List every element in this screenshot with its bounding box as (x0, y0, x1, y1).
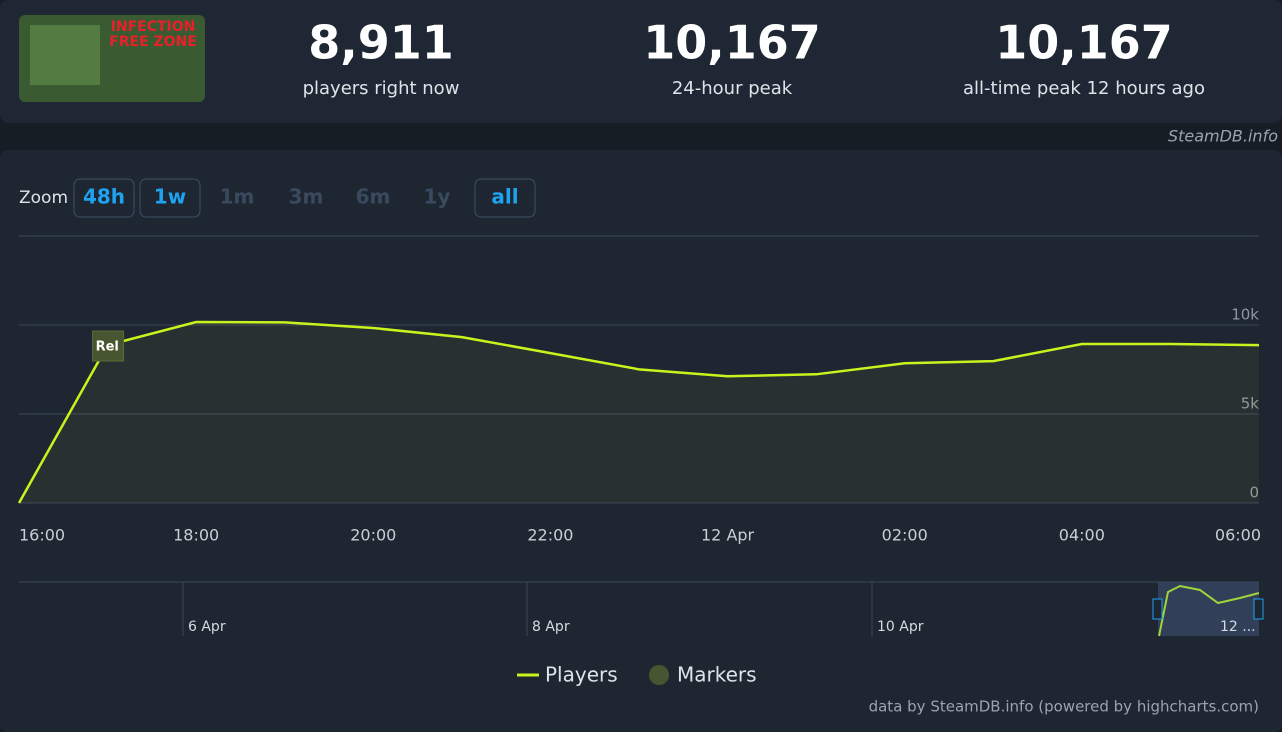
navigator-handle[interactable] (1253, 598, 1264, 620)
x-tick-label: 02:00 (882, 526, 928, 545)
x-tick-label: 04:00 (1059, 526, 1105, 545)
stat-label: all-time peak 12 hours ago (963, 78, 1205, 99)
marker-flag (92, 330, 125, 362)
zoom-button[interactable] (139, 178, 201, 218)
legend-label[interactable]: Players (545, 663, 618, 687)
stat-value: 10,167 (643, 16, 821, 70)
zoom-button-label[interactable]: 1w (154, 185, 186, 209)
navigator-handle[interactable] (1152, 598, 1163, 620)
x-tick-label: 18:00 (173, 526, 219, 545)
y-tick-label: 10k (1231, 306, 1259, 324)
stat-label: players right now (303, 78, 460, 99)
stats-panel (0, 0, 1282, 123)
navigator-label: 6 Apr (188, 619, 226, 635)
navigator-label: 12 ... (1220, 619, 1256, 635)
line (17, 320, 1260, 504)
zoom-button-label[interactable]: 48h (83, 185, 125, 209)
zoom-label: Zoom (19, 188, 68, 208)
area (19, 322, 1259, 503)
legend-symbol[interactable] (649, 665, 669, 685)
stat-label: 24-hour peak (672, 78, 793, 99)
y-tick-label: 5k (1241, 395, 1260, 413)
zoom-button-label[interactable]: 1y (424, 185, 451, 209)
navigator-label: 8 Apr (532, 619, 570, 635)
x-tick-label: 16:00 (19, 526, 65, 545)
zoom-button-label[interactable]: 3m (289, 185, 324, 209)
navigator-label: 10 Apr (877, 619, 924, 635)
stat-value: 10,167 (995, 16, 1173, 70)
x-tick-label: 20:00 (350, 526, 396, 545)
watermark: SteamDB.info (1168, 127, 1278, 146)
game-image: INFECTION FREE ZONE (19, 15, 205, 102)
credits: data by SteamDB.info (powered by highcha… (869, 698, 1259, 716)
zoom-button-label[interactable]: 1m (220, 185, 255, 209)
y-tick-label: 0 (1249, 484, 1259, 502)
navigator-selection[interactable] (1158, 582, 1259, 636)
stat-value: 8,911 (308, 16, 454, 70)
x-tick-label: 06:00 (1215, 526, 1261, 545)
zoom-button-label[interactable]: 6m (356, 185, 391, 209)
image-detail (30, 25, 100, 85)
marker-label: Rel (96, 340, 119, 355)
zoom-button-label[interactable]: all (491, 185, 518, 209)
zoom-button[interactable] (474, 178, 536, 218)
chart-panel (0, 150, 1282, 732)
image-text: FREE ZONE (109, 34, 197, 50)
x-tick-label: 22:00 (527, 526, 573, 545)
legend-label[interactable]: Markers (677, 663, 757, 687)
image-text: INFECTION (111, 19, 196, 35)
zoom-button[interactable] (73, 178, 135, 218)
x-tick-label: 12 Apr (701, 526, 755, 545)
navigator-line (1158, 584, 1260, 637)
